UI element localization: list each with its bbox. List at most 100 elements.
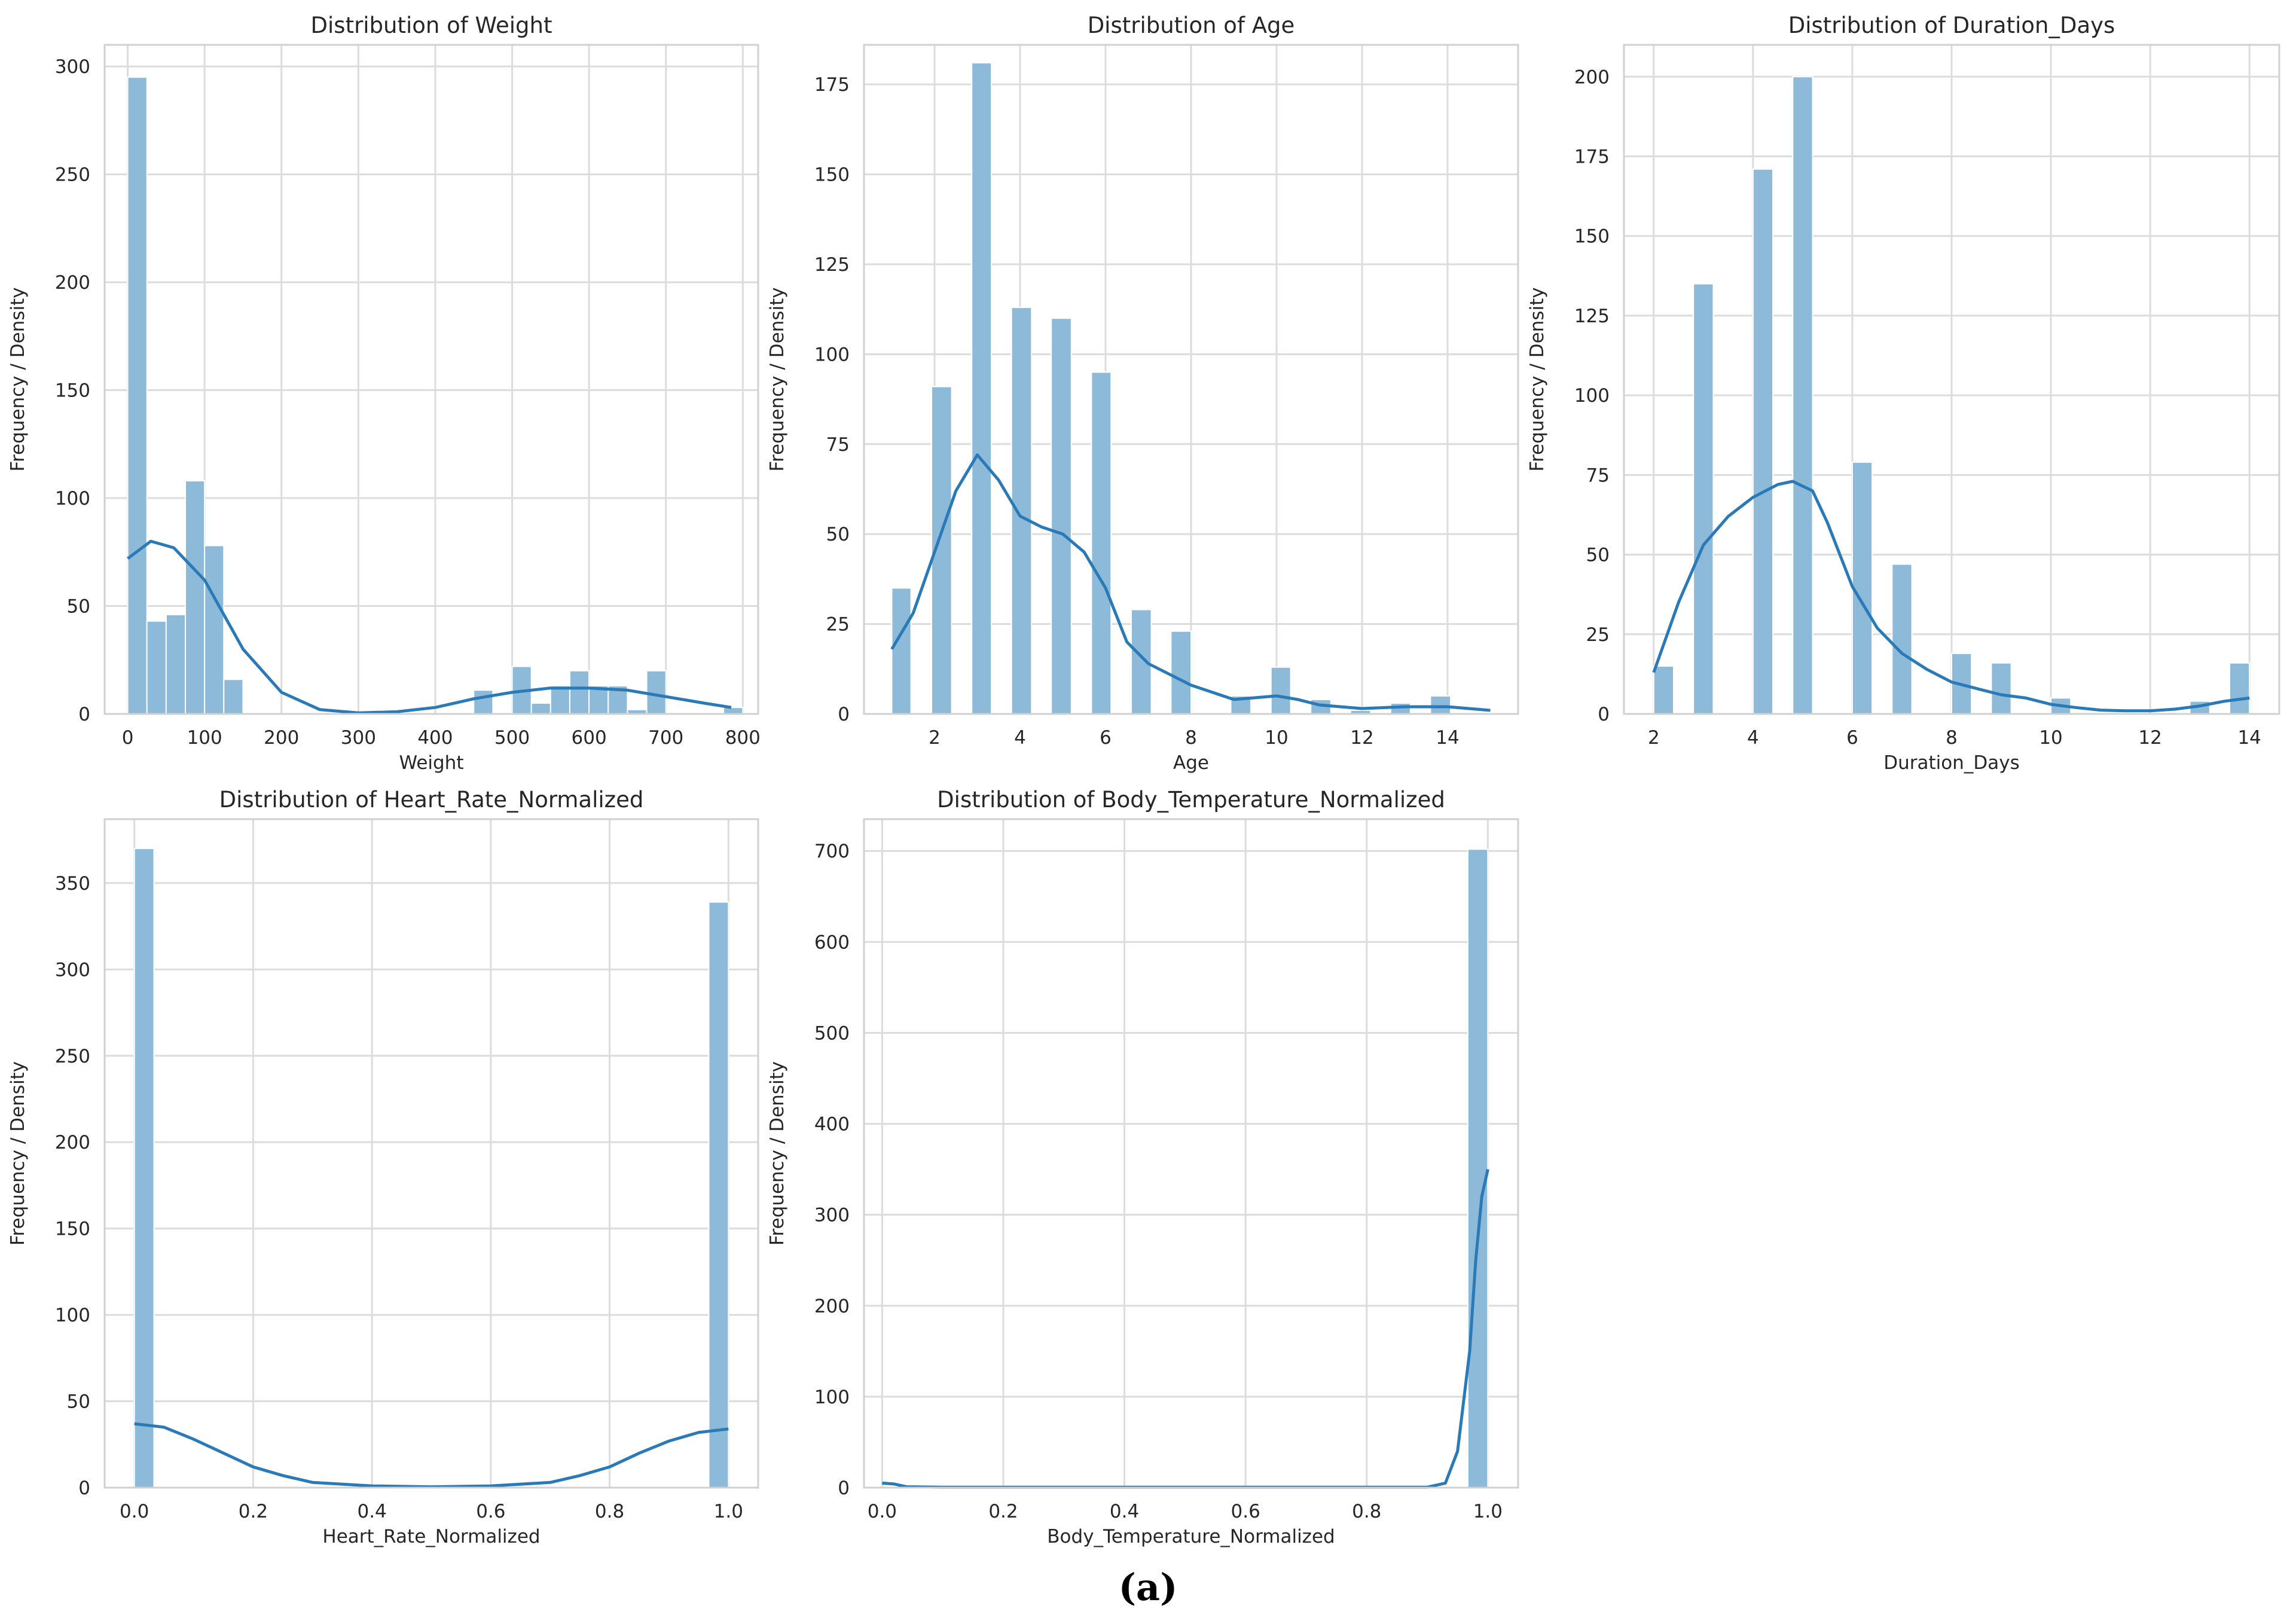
x-tick-label: 500 <box>494 727 530 749</box>
histogram-bar <box>708 901 729 1488</box>
x-tick-label: 8 <box>1185 727 1197 749</box>
histogram-bar <box>133 848 155 1488</box>
y-tick-label: 300 <box>55 56 90 78</box>
y-tick-label: 50 <box>826 524 850 545</box>
histogram-bar <box>1170 630 1192 715</box>
y-tick-label: 75 <box>1586 465 1610 486</box>
y-tick-label: 0 <box>78 704 90 725</box>
x-axis-label: Heart_Rate_Normalized <box>322 1526 540 1547</box>
x-tick-label: 600 <box>572 727 607 749</box>
histogram-bar <box>1851 462 1873 715</box>
histogram-bar <box>2228 662 2251 715</box>
axes-frame <box>863 818 1519 1489</box>
y-tick-label: 100 <box>55 488 90 509</box>
histogram-bar <box>1091 371 1112 715</box>
x-tick-label: 700 <box>648 727 683 749</box>
x-tick-label: 10 <box>2039 727 2062 749</box>
axes-frame <box>103 44 759 715</box>
x-axis-label: Age <box>1173 752 1209 774</box>
axes-frame <box>863 44 1519 715</box>
y-tick-label: 100 <box>55 1305 90 1326</box>
y-tick-label: 150 <box>814 164 850 186</box>
chart-title: Distribution of Heart_Rate_Normalized <box>219 787 644 813</box>
histogram-bar <box>891 587 912 715</box>
y-tick-label: 200 <box>1574 66 1610 88</box>
x-tick-label: 1.0 <box>714 1501 743 1522</box>
kde-curve <box>1652 480 2250 713</box>
histogram-bar <box>723 707 744 715</box>
chart-panel-4: 0.0 0.2 0.4 0.6 0.8 1.0 0 50 100 150 200 250 300 350 D… <box>7 787 759 1547</box>
x-axis-label: Duration_Days <box>1883 752 2020 774</box>
x-tick-label: 0.6 <box>1231 1501 1260 1522</box>
histogram-bar <box>1891 563 1913 715</box>
y-tick-label: 500 <box>814 1022 850 1044</box>
y-tick-label: 200 <box>55 272 90 294</box>
histogram-bar <box>165 613 187 715</box>
y-tick-label: 300 <box>55 959 90 981</box>
x-tick-label: 0.4 <box>357 1501 386 1522</box>
histogram-bar <box>971 62 993 715</box>
y-tick-label: 25 <box>1586 624 1610 646</box>
y-axis-label: Frequency / Density <box>7 1061 29 1245</box>
x-tick-label: 2 <box>929 727 941 749</box>
y-axis-label: Frequency / Density <box>767 287 788 471</box>
y-tick-label: 200 <box>55 1132 90 1153</box>
y-tick-label: 100 <box>814 344 850 365</box>
histogram-bar <box>569 670 590 715</box>
x-tick-label: 4 <box>1014 727 1026 749</box>
histogram-bar <box>127 77 148 715</box>
histogram-bar <box>1693 283 1714 715</box>
y-tick-label: 400 <box>814 1114 850 1135</box>
y-tick-label: 150 <box>1574 226 1610 248</box>
x-tick-label: 400 <box>417 727 453 749</box>
y-tick-label: 250 <box>55 1046 90 1067</box>
x-tick-label: 200 <box>264 727 299 749</box>
figure-caption: (a) <box>1118 1565 1178 1609</box>
y-tick-label: 0 <box>78 1477 90 1499</box>
kde-curve <box>127 539 732 715</box>
histogram-bar <box>185 480 206 715</box>
axes-frame <box>103 818 759 1489</box>
y-tick-label: 50 <box>1586 545 1610 566</box>
y-tick-label: 125 <box>1574 306 1610 327</box>
y-tick-label: 175 <box>814 74 850 96</box>
x-tick-label: 0.8 <box>1352 1501 1381 1522</box>
histogram-bar <box>1990 662 2012 715</box>
x-tick-label: 100 <box>187 727 222 749</box>
y-tick-label: 0 <box>1598 704 1610 725</box>
kde-curve <box>890 453 1491 712</box>
x-axis-label: Body_Temperature_Normalized <box>1047 1526 1335 1547</box>
x-tick-label: 0.2 <box>239 1501 268 1522</box>
chart-title: Distribution of Age <box>1088 13 1295 38</box>
x-tick-label: 0.0 <box>868 1501 897 1522</box>
histogram-bar <box>204 545 225 715</box>
x-tick-label: 0.6 <box>476 1501 505 1522</box>
x-tick-label: 1.0 <box>1473 1501 1503 1522</box>
histogram-bar <box>646 670 667 715</box>
chart-panel-3: 2 4 6 8 10 12 14 0 25 50 75 100 125 150 175 200 Distribu… <box>1526 13 2280 774</box>
kde-curve <box>882 1169 1489 1489</box>
axes-frame <box>1623 44 2280 715</box>
y-axis-label: Frequency / Density <box>767 1061 788 1245</box>
y-tick-label: 150 <box>55 1219 90 1240</box>
histogram-bar <box>473 689 494 715</box>
histogram-bar <box>1467 848 1489 1488</box>
x-tick-label: 0.8 <box>595 1501 624 1522</box>
x-tick-label: 0 <box>122 727 134 749</box>
y-tick-label: 100 <box>1574 385 1610 407</box>
histogram-bar <box>530 702 551 715</box>
x-tick-label: 14 <box>2237 727 2261 749</box>
histogram-bar <box>1653 665 1675 715</box>
y-tick-label: 25 <box>826 614 850 636</box>
chart-panel-2: 2 4 6 8 10 12 14 0 25 50 75 100 125 150 175 Distributio… <box>767 13 1519 774</box>
x-tick-label: 12 <box>2138 727 2161 749</box>
y-tick-label: 200 <box>814 1296 850 1317</box>
chart-title: Distribution of Weight <box>311 13 552 38</box>
x-tick-label: 2 <box>1648 727 1660 749</box>
histogram-bar <box>1752 168 1774 715</box>
chart-panel-5: 0.0 0.2 0.4 0.6 0.8 1.0 0 100 200 300 400 500 600 700… <box>767 787 1519 1547</box>
y-tick-label: 350 <box>55 873 90 895</box>
chart-title: Distribution of Duration_Days <box>1788 13 2115 38</box>
y-tick-label: 50 <box>67 596 90 618</box>
y-tick-label: 75 <box>826 434 850 456</box>
